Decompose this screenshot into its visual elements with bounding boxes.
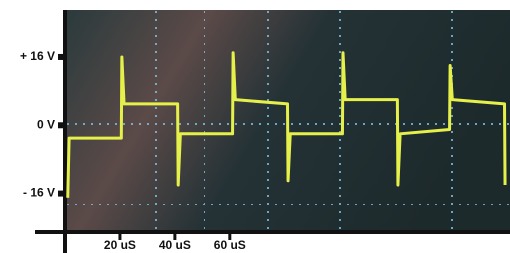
y-tick: [58, 191, 65, 197]
chart: + 16 V 0 V - 16 V 20 uS 40 uS 60 uS: [0, 0, 510, 253]
y-tick: [58, 122, 65, 128]
y-tick: [58, 54, 65, 60]
x-tick-label: 20 uS: [104, 238, 136, 252]
y-tick-label: - 16 V: [23, 186, 55, 200]
x-tick-label: 40 uS: [159, 238, 191, 252]
x-tick-label: 60 uS: [214, 238, 246, 252]
y-tick-label: + 16 V: [20, 49, 55, 63]
y-tick-label: 0 V: [37, 117, 55, 131]
